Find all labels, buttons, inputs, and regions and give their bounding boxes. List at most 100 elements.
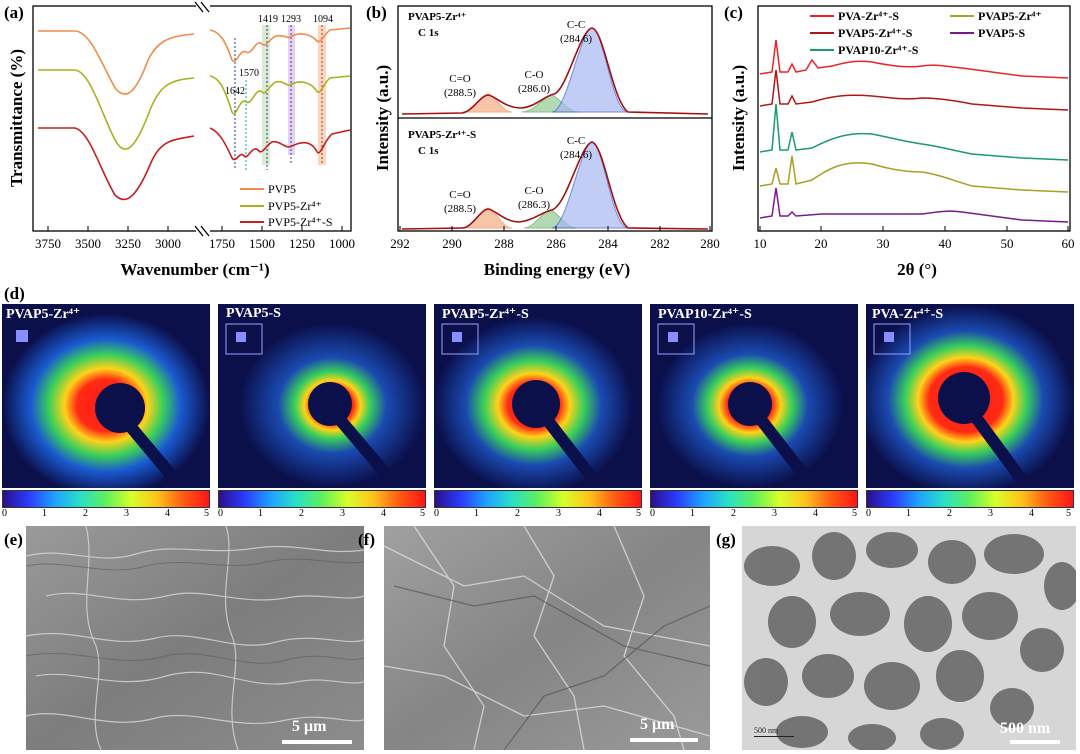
cbar-tick: 3 [988, 508, 993, 519]
xps-top-peak-value: (286.0) [518, 83, 550, 95]
cbar-tick: 5 [852, 508, 857, 519]
xps-chart: (b) PVAP5-Zr⁴⁺ C 1s C=O (288.5) C-O (286… [366, 3, 720, 279]
cbar-tick: 0 [2, 508, 7, 519]
xtick: 282 [650, 236, 670, 251]
cbar-tick: 1 [474, 508, 479, 519]
cbar-tick: 2 [947, 508, 952, 519]
scale-bar-label: 500 nm [1000, 720, 1051, 737]
sem-image-e: 5 μm [26, 526, 364, 750]
xrd-chart: (c) 10 20 30 40 50 60 2θ (°) Intensity (… [724, 3, 1075, 279]
xps-bottom-orbital: C 1s [418, 145, 439, 157]
colorbar [2, 490, 210, 508]
peak-1642: 1642 [225, 86, 245, 97]
cbar-tick: 0 [866, 508, 871, 519]
saxs-image [650, 304, 858, 488]
xtick: 30 [877, 236, 890, 251]
cbar-tick: 3 [772, 508, 777, 519]
legend-item: PVP5 [268, 182, 296, 196]
xtick: 1500 [249, 236, 275, 251]
xps-bottom-sample: PVAP5-Zr⁴⁺-S [408, 129, 476, 141]
colorbar [650, 490, 858, 508]
panel-label-g: (g) [716, 530, 736, 549]
colorbar-ticks: 0 1 2 3 4 5 0 1 2 3 4 5 0 1 2 3 4 5 0 1 … [0, 508, 1080, 522]
panel-a: (a) 1642 1570 1419 1293 1094 [0, 0, 360, 290]
legend-item: PVAP5-S [978, 26, 1025, 40]
saxs-title: PVAP5-Zr⁴⁺ [6, 307, 81, 322]
legend-item: PVA-Zr⁴⁺-S [838, 9, 899, 23]
y-axis-label: Intensity (a.u.) [373, 65, 392, 171]
colorbar [866, 490, 1074, 508]
panel-label-c: (c) [724, 3, 743, 22]
saxs-title: PVAP5-S [226, 306, 281, 321]
scale-bar [282, 740, 352, 744]
xtick: 3000 [155, 236, 181, 251]
peak-1570: 1570 [239, 68, 259, 79]
cbar-tick: 3 [556, 508, 561, 519]
cbar-tick: 0 [650, 508, 655, 519]
saxs-title: PVA-Zr⁴⁺-S [872, 307, 944, 322]
legend-item: PVP5-Zr⁴⁺-S [268, 215, 333, 229]
cbar-tick: 0 [434, 508, 439, 519]
cbar-tick: 1 [906, 508, 911, 519]
xtick: 1000 [329, 236, 355, 251]
small-scale-label: 500 nm [754, 726, 779, 735]
xtick: 284 [598, 236, 618, 251]
xtick: 50 [1001, 236, 1014, 251]
peak-1293: 1293 [281, 14, 301, 25]
xps-top-sample: PVAP5-Zr⁴⁺ [408, 11, 467, 23]
legend-item: PVAP5-Zr⁴⁺-S [838, 26, 913, 40]
panel-label-b: (b) [366, 3, 387, 22]
x-axis-label: 2θ (°) [897, 260, 937, 279]
xtick: 3750 [35, 236, 61, 251]
saxs-title: PVAP5-Zr⁴⁺-S [442, 307, 529, 322]
series-pvap10-zr-s [759, 103, 1069, 161]
peak-1094: 1094 [313, 14, 333, 25]
saxs-image [866, 304, 1074, 488]
cbar-tick: 5 [1066, 508, 1071, 519]
peak-1419: 1419 [258, 14, 278, 25]
cbar-tick: 3 [124, 508, 129, 519]
xtick: 292 [390, 236, 410, 251]
xps-top-orbital: C 1s [418, 27, 439, 39]
legend-item: PVP5-Zr⁴⁺ [268, 199, 322, 213]
cbar-tick: 4 [165, 508, 170, 519]
panel-b: (b) PVAP5-Zr⁴⁺ C 1s C=O (288.5) C-O (286… [362, 0, 722, 290]
series-pvp5-zr-s [38, 127, 351, 201]
xtick: 20 [815, 236, 828, 251]
colorbar [434, 490, 642, 508]
cbar-tick: 2 [731, 508, 736, 519]
tem-image-g: 500 nm 500 nm [742, 526, 1076, 750]
saxs-title: PVAP10-Zr⁴⁺-S [658, 307, 752, 322]
xtick: 60 [1062, 236, 1075, 251]
sem-image-f: 5 μm [384, 526, 710, 750]
panel-label-e: (e) [4, 530, 23, 549]
cbar-tick: 1 [690, 508, 695, 519]
xtick: 10 [754, 236, 767, 251]
cbar-tick: 5 [204, 508, 209, 519]
saxs-image [434, 304, 642, 488]
panel-c: (c) 10 20 30 40 50 60 2θ (°) Intensity (… [722, 0, 1080, 290]
cbar-tick: 2 [299, 508, 304, 519]
xps-bottom-peak-name: C-C [567, 135, 585, 147]
legend: PVA-Zr⁴⁺-S PVAP5-Zr⁴⁺ PVAP5-Zr⁴⁺-S PVAP5… [810, 9, 1042, 57]
xtick: 40 [939, 236, 952, 251]
xtick: 288 [494, 236, 514, 251]
legend: PVP5 PVP5-Zr⁴⁺ PVP5-Zr⁴⁺-S [240, 182, 333, 229]
cbar-tick: 4 [597, 508, 602, 519]
xps-top-peak-name: C=O [449, 73, 471, 85]
xps-top-peak-name: C-C [567, 19, 585, 31]
y-axis-label: Intensity (a.u.) [729, 65, 748, 171]
x-axis-label: Wavenumber (cm⁻¹) [120, 260, 269, 279]
ftir-chart: (a) 1642 1570 1419 1293 1094 [4, 0, 355, 279]
cbar-tick: 2 [515, 508, 520, 519]
series-pvp5-zr [38, 69, 351, 150]
cbar-tick: 3 [340, 508, 345, 519]
saxs-image [2, 304, 210, 488]
scale-bar [630, 738, 698, 742]
xtick: 290 [442, 236, 462, 251]
saxs-image [218, 304, 426, 488]
xps-top-peak-value: (288.5) [444, 87, 476, 99]
cbar-tick: 5 [420, 508, 425, 519]
scale-bar [1010, 740, 1060, 744]
series-pvap5-zr [759, 155, 1069, 193]
